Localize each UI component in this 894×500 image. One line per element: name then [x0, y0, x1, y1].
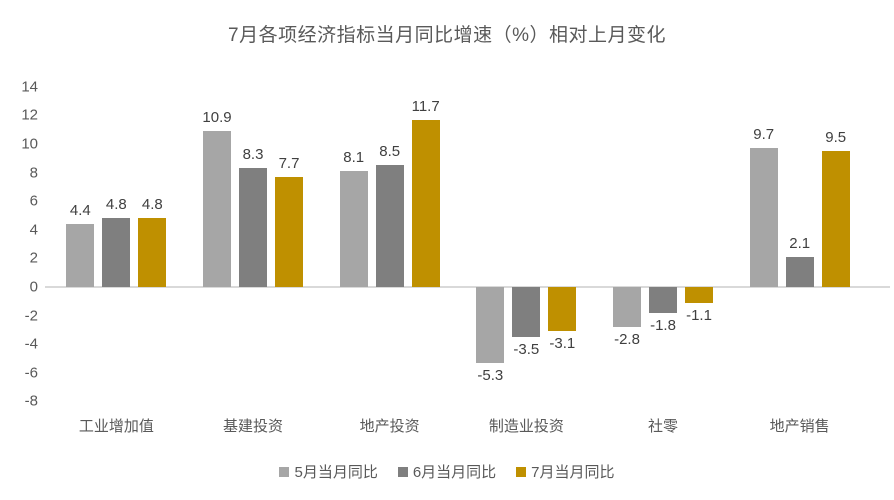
bar-series3-cat4 — [548, 287, 577, 332]
bar-value-label: 2.1 — [789, 234, 811, 252]
bar-series2-cat4 — [512, 287, 541, 338]
y-axis-tick-label: 6 — [29, 192, 38, 210]
legend-swatch-icon — [516, 467, 527, 477]
bar-series2-cat2 — [239, 168, 267, 287]
bar-value-label: -3.5 — [513, 341, 540, 359]
y-axis-tick-label: 0 — [29, 278, 38, 296]
bar-series1-cat3 — [339, 171, 368, 287]
bar-value-label: -1.8 — [650, 316, 676, 334]
x-axis-zero-line — [45, 286, 890, 288]
legend-swatch-icon — [397, 467, 408, 477]
bar-value-label: -3.1 — [549, 335, 576, 353]
bar-series1-cat4 — [476, 287, 505, 363]
y-axis-tick-label: -8 — [24, 392, 38, 410]
bar-series3-cat1 — [138, 218, 167, 287]
y-axis-tick-label: 10 — [21, 135, 38, 153]
bar-series2-cat5 — [649, 287, 677, 313]
bar-value-label: 10.9 — [202, 109, 232, 127]
bar-value-label: 7.7 — [278, 154, 300, 172]
y-axis-tick-label: 12 — [21, 106, 38, 124]
legend-item-series3: 7月当月同比 — [516, 461, 615, 482]
y-axis-tick-label: -6 — [24, 364, 38, 382]
y-axis-tick-label: -4 — [24, 335, 38, 353]
chart-title: 7月各项经济指标当月同比增速（%）相对上月变化 — [228, 25, 666, 46]
legend-label: 5月当月同比 — [294, 464, 378, 481]
bar-value-label: 4.8 — [105, 196, 127, 214]
x-axis-category-label: 地产销售 — [769, 418, 830, 436]
legend-item-series1: 5月当月同比 — [279, 461, 378, 482]
legend-label: 7月当月同比 — [531, 464, 615, 481]
bar-series2-cat6 — [785, 256, 814, 287]
x-axis-category-label: 制造业投资 — [488, 418, 564, 436]
bar-value-label: 4.4 — [69, 202, 91, 220]
bar-series3-cat3 — [411, 119, 440, 287]
bar-value-label: 8.1 — [343, 149, 365, 167]
y-axis-tick-label: 2 — [29, 249, 38, 267]
bar-series1-cat1 — [66, 224, 95, 287]
bar-value-label: 4.8 — [141, 196, 163, 214]
y-axis-tick-label: -2 — [24, 307, 38, 325]
y-axis-tick-label: 4 — [29, 221, 38, 239]
bar-series3-cat5 — [685, 287, 713, 303]
bar-value-label: 11.7 — [411, 97, 440, 115]
bar-series1-cat5 — [613, 287, 641, 328]
bar-series2-cat1 — [102, 218, 131, 287]
bar-value-label: -2.8 — [614, 331, 640, 349]
legend-swatch-icon — [279, 467, 290, 477]
bar-value-label: 9.5 — [825, 129, 847, 147]
bar-series3-cat6 — [821, 151, 850, 287]
x-axis-category-label: 地产投资 — [359, 418, 420, 436]
legend: 5月当月同比 6月当月同比 7月当月同比 — [0, 461, 894, 482]
bar-value-label: 9.7 — [753, 126, 775, 144]
x-axis-category-label: 工业增加值 — [78, 418, 154, 436]
bar-value-label: 8.5 — [379, 143, 401, 161]
bar-series1-cat6 — [749, 148, 778, 287]
y-axis-tick-label: 8 — [29, 164, 38, 182]
legend-label: 6月当月同比 — [412, 464, 497, 481]
bar-series3-cat2 — [275, 176, 303, 287]
bar-value-label: -5.3 — [477, 366, 504, 384]
bar-value-label: -1.1 — [686, 306, 712, 324]
y-axis-tick-label: 14 — [21, 78, 38, 96]
x-axis-category-label: 社零 — [647, 418, 679, 436]
bar-series1-cat2 — [203, 131, 231, 287]
x-axis-category-label: 基建投资 — [222, 418, 284, 436]
bar-series2-cat3 — [375, 165, 404, 287]
bar-value-label: 8.3 — [242, 146, 264, 164]
legend-item-series2: 6月当月同比 — [397, 461, 497, 482]
